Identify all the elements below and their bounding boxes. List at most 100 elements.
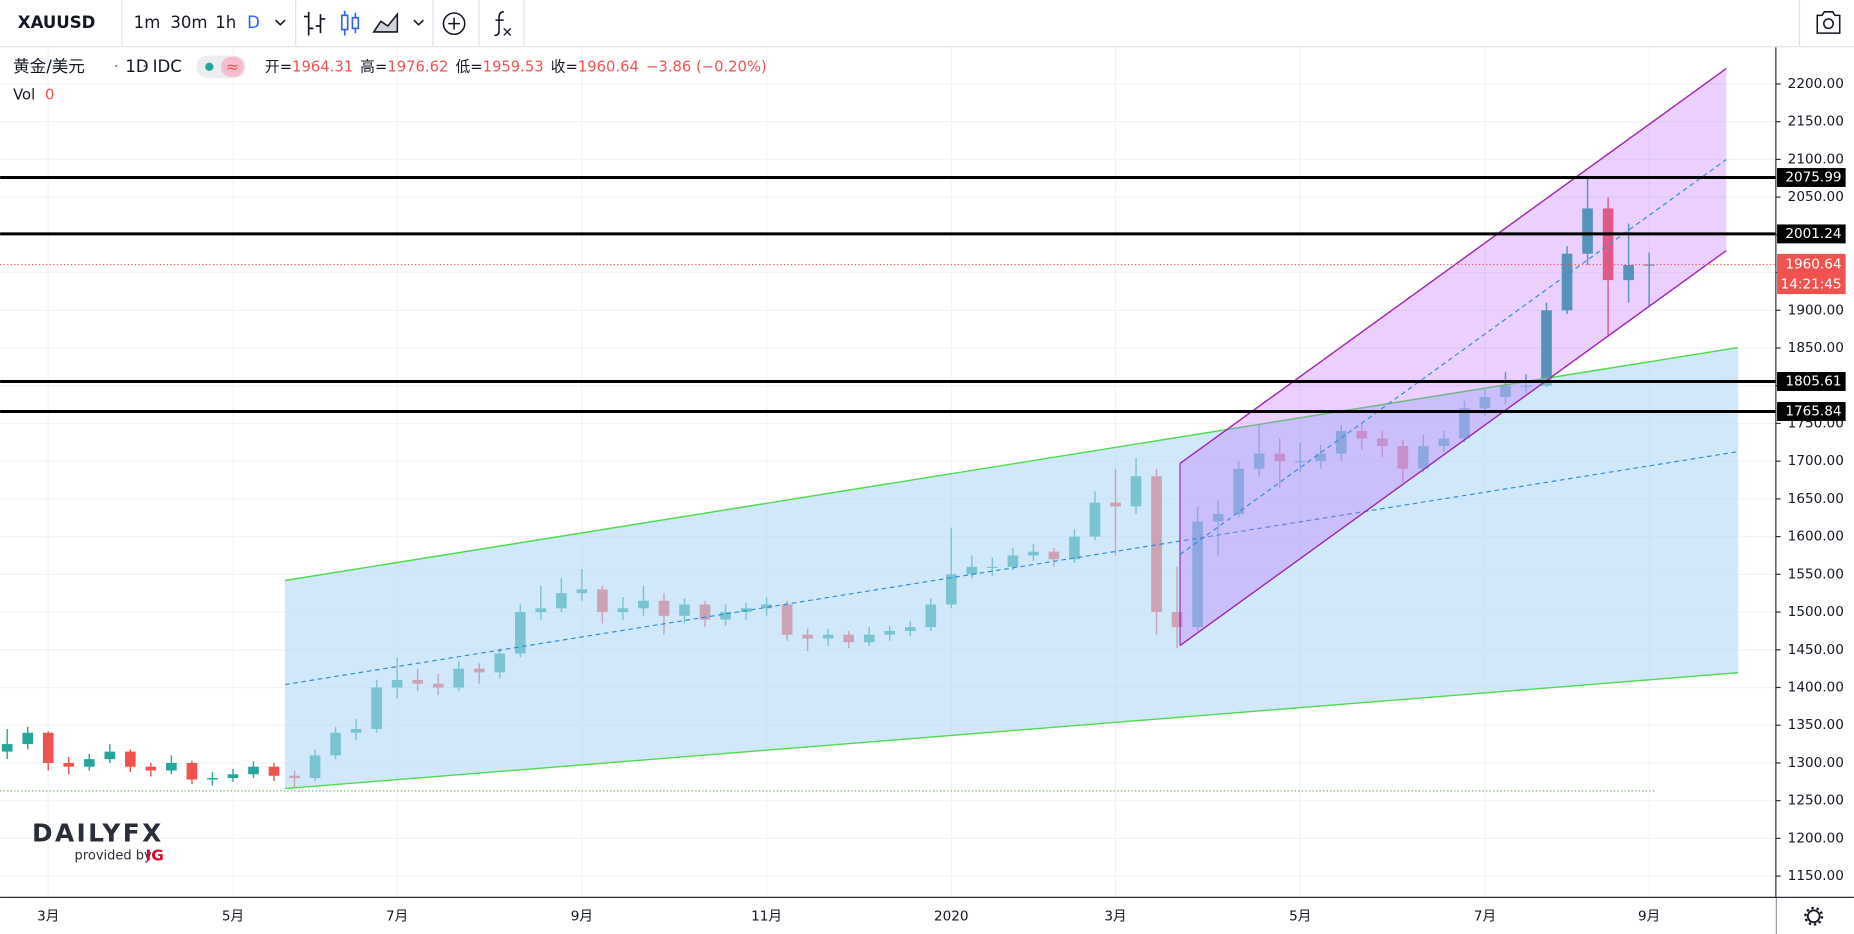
indicators-button[interactable] bbox=[494, 11, 512, 37]
level-label: 1805.61 bbox=[1785, 373, 1841, 389]
ohlc-value: 1976.62 bbox=[387, 58, 448, 75]
interval-button[interactable]: 1h bbox=[215, 13, 236, 32]
x-tick-label: 9月 bbox=[1638, 908, 1660, 924]
drawings bbox=[0, 67, 1739, 792]
y-tick-label: 2150.00 bbox=[1788, 114, 1844, 130]
levels bbox=[0, 176, 1776, 413]
fx-icon bbox=[494, 11, 504, 37]
level-label-bg bbox=[1777, 372, 1846, 391]
candle-body bbox=[1643, 264, 1655, 266]
y-tick-label: 1650.00 bbox=[1788, 491, 1844, 507]
y-tick-label: 1500.00 bbox=[1788, 604, 1844, 620]
level-label-bg bbox=[1777, 224, 1846, 244]
last-price-label: 1960.64 bbox=[1785, 257, 1841, 273]
y-tick-label: 1300.00 bbox=[1788, 755, 1844, 771]
candle-body bbox=[22, 732, 34, 745]
legend-source: IDC bbox=[153, 57, 182, 76]
candle-body bbox=[1582, 208, 1593, 254]
y-tick-label: 1850.00 bbox=[1788, 340, 1844, 356]
ohlc-value: 1964.31 bbox=[292, 58, 353, 75]
purple-channel bbox=[1180, 68, 1727, 646]
candle-body bbox=[83, 759, 95, 767]
x-tick-label: 7月 bbox=[386, 908, 408, 924]
y-tick-label: 1200.00 bbox=[1788, 830, 1844, 846]
bars-style-button[interactable] bbox=[303, 11, 326, 36]
candle-body bbox=[186, 762, 198, 780]
time-axis bbox=[0, 897, 1776, 934]
settings-button[interactable] bbox=[1804, 906, 1824, 926]
snapshot-button[interactable] bbox=[1816, 11, 1841, 34]
candles-style-button[interactable] bbox=[340, 10, 360, 36]
ohlc-value: 1960.64 bbox=[578, 58, 639, 75]
countdown-label: 14:21:45 bbox=[1781, 277, 1842, 293]
logo-provided-by: provided by bbox=[75, 848, 152, 863]
y-tick-label: 2050.00 bbox=[1788, 189, 1844, 205]
channel-upper bbox=[284, 346, 1739, 582]
candle-body bbox=[42, 732, 54, 763]
style-menu[interactable] bbox=[413, 19, 424, 26]
candle-body bbox=[207, 778, 218, 780]
candle-body bbox=[1561, 253, 1573, 311]
area-icon bbox=[372, 11, 399, 33]
level-labels: 2075.99 2001.24 1805.61 1765.84 1960.64 14:21… bbox=[1777, 168, 1846, 421]
level-label: 1765.84 bbox=[1785, 403, 1841, 419]
dot: · bbox=[142, 57, 147, 76]
delay-icon: ≈ bbox=[226, 58, 239, 76]
purple-lower bbox=[1179, 250, 1727, 647]
level-label: 2001.24 bbox=[1785, 226, 1841, 242]
candle-body bbox=[268, 766, 280, 776]
dot: · bbox=[114, 57, 119, 76]
candle-body bbox=[104, 751, 116, 760]
x-tick-label: 2020 bbox=[934, 908, 969, 924]
volume-label: Vol bbox=[13, 87, 35, 104]
ohlc-values: 开=1964.31 高=1976.62 低=1959.53 收=1960.64 … bbox=[265, 58, 767, 75]
symbol[interactable]: XAUUSD bbox=[18, 13, 96, 32]
camera-icon bbox=[1816, 11, 1841, 34]
y-tick-label: 1450.00 bbox=[1788, 642, 1844, 658]
x-tick-label: 5月 bbox=[222, 908, 244, 924]
gear-teeth bbox=[1804, 906, 1824, 926]
x-tick-label: 9月 bbox=[571, 908, 593, 924]
legend-interval: 1D bbox=[125, 57, 148, 76]
candle-body bbox=[166, 762, 177, 771]
compare-button[interactable] bbox=[442, 12, 466, 36]
candle-body bbox=[1, 744, 13, 752]
candle-body bbox=[227, 774, 239, 779]
ohlc-key: 高= bbox=[360, 58, 387, 75]
interval-button[interactable]: 1m bbox=[134, 13, 161, 32]
logo-ig: IG bbox=[146, 846, 164, 864]
y-tick-label: 1700.00 bbox=[1788, 453, 1844, 469]
x-axis: 3月 5月 7月 9月 11月 2020 3月 5月 7月 9月 bbox=[37, 908, 1660, 924]
candle-body bbox=[1602, 208, 1614, 281]
fx-icon-x bbox=[503, 27, 512, 36]
ohlc-key: 低= bbox=[455, 58, 482, 75]
purple-upper bbox=[1179, 67, 1727, 465]
ohlc-key: 开= bbox=[265, 58, 292, 75]
x-tick-label: 11月 bbox=[751, 908, 782, 924]
logo-brand: DAILYFX bbox=[32, 819, 164, 848]
interval-button-active[interactable]: D bbox=[247, 13, 260, 32]
y-tick-label: 2200.00 bbox=[1788, 76, 1844, 92]
channel-lower bbox=[284, 672, 1739, 790]
area-style-button[interactable] bbox=[372, 11, 399, 33]
bars-icon bbox=[303, 11, 326, 36]
interval-menu[interactable] bbox=[275, 19, 286, 26]
y-axis: 1150.00 1200.00 1250.00 1300.00 1350.00 1400.… bbox=[1775, 76, 1844, 884]
regression-channel bbox=[285, 347, 1739, 789]
y-tick-label: 1350.00 bbox=[1788, 717, 1844, 733]
x-tick-label: 3月 bbox=[1104, 908, 1126, 924]
y-tick-label: 1600.00 bbox=[1788, 529, 1844, 545]
market-open-dot bbox=[205, 62, 214, 71]
level-label-bg bbox=[1777, 402, 1846, 421]
candle-body bbox=[145, 766, 157, 771]
volume-value: 0 bbox=[45, 87, 54, 104]
level-label-bg bbox=[1777, 168, 1846, 187]
plus-circle bbox=[442, 12, 466, 36]
ohlc-value: 1959.53 bbox=[483, 58, 544, 75]
last-price-bg bbox=[1777, 253, 1846, 295]
symbol-name: 黄金/美元 bbox=[13, 57, 85, 76]
interval-button[interactable]: 30m bbox=[170, 13, 207, 32]
x-tick-label: 7月 bbox=[1474, 908, 1496, 924]
y-tick-label: 1550.00 bbox=[1788, 566, 1844, 582]
